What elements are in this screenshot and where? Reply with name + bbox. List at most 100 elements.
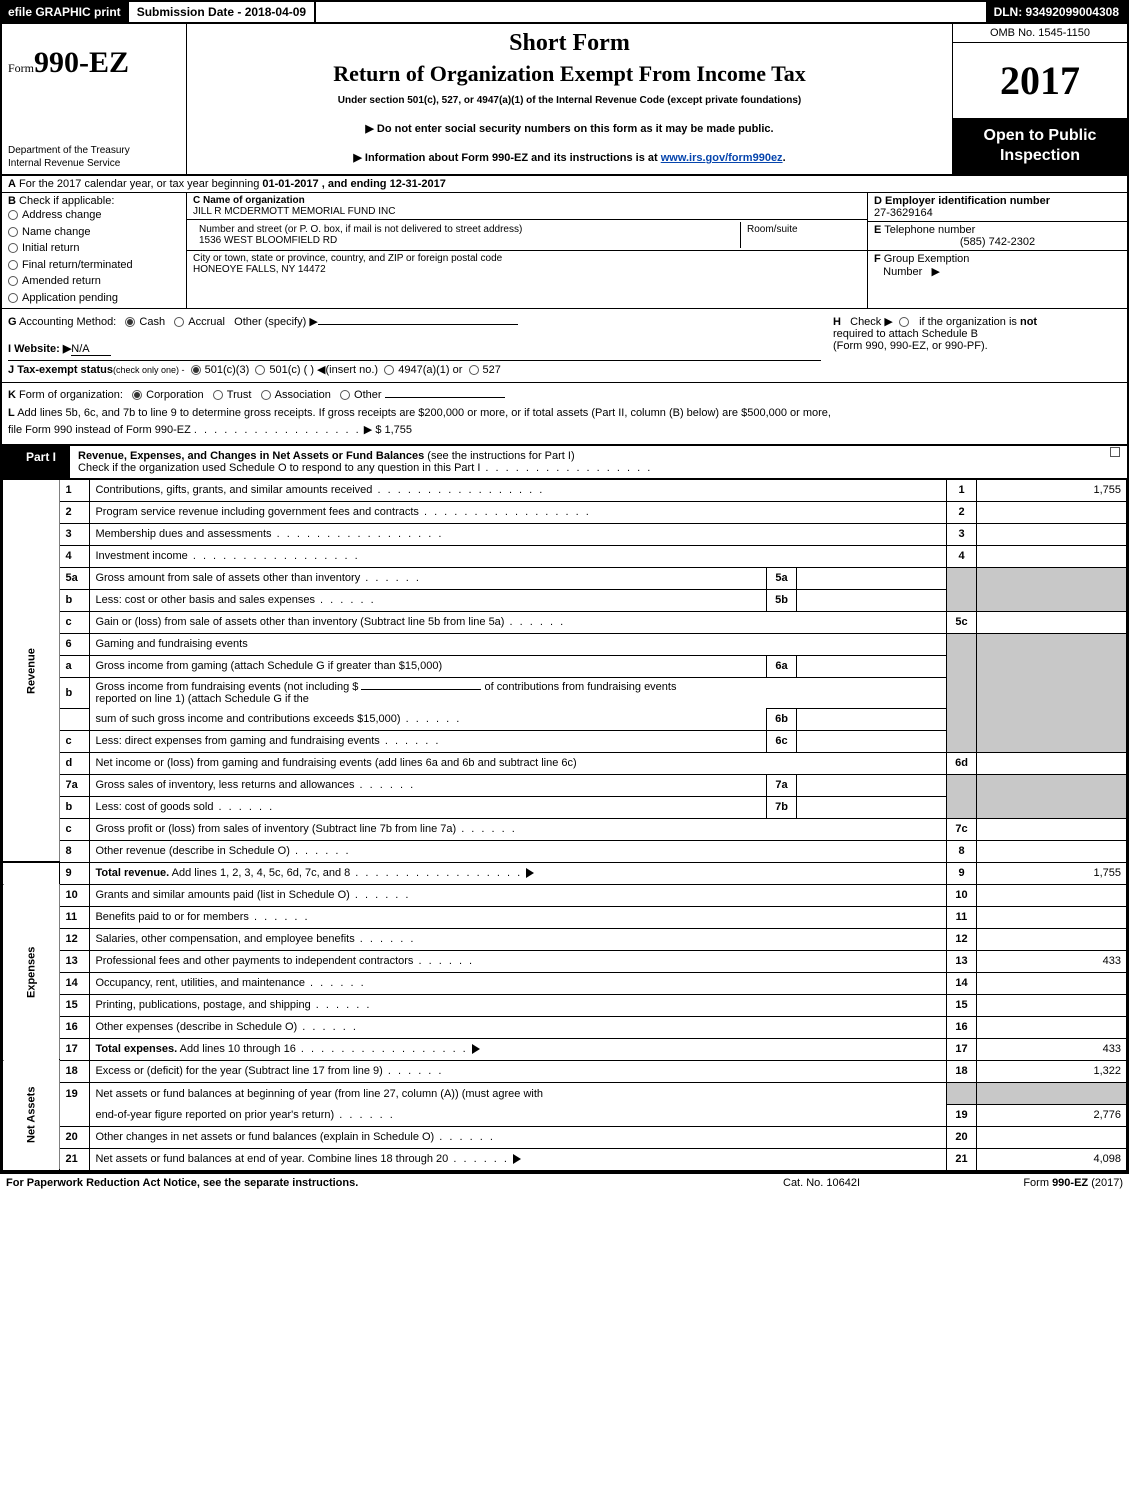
g-cash: Cash bbox=[139, 316, 165, 328]
desc-bold: Total expenses. bbox=[95, 1043, 177, 1055]
k-trust: Trust bbox=[227, 389, 252, 401]
lineno: b bbox=[60, 589, 90, 611]
dots bbox=[350, 889, 411, 901]
dots bbox=[290, 845, 351, 857]
ein-value: 27-3629164 bbox=[874, 207, 933, 219]
dots bbox=[434, 1131, 495, 1143]
boxno: 12 bbox=[947, 928, 977, 950]
chk-initial-return[interactable]: Initial return bbox=[8, 240, 180, 257]
radio-527-icon[interactable] bbox=[469, 365, 479, 375]
lineno: c bbox=[60, 611, 90, 633]
chk-address-change[interactable]: Address change bbox=[8, 207, 180, 224]
letter-f: F bbox=[874, 253, 881, 265]
letter-k: K bbox=[8, 389, 16, 401]
boxno: 13 bbox=[947, 950, 977, 972]
grp-number-label: Number bbox=[883, 266, 922, 278]
j-501c3: 501(c)(3) bbox=[205, 364, 250, 376]
return-title: Return of Organization Exempt From Incom… bbox=[197, 61, 942, 87]
letter-h: H bbox=[833, 316, 841, 328]
section-b: B Check if applicable: Address change Na… bbox=[2, 193, 187, 308]
chk-final-return[interactable]: Final return/terminated bbox=[8, 257, 180, 274]
section-i: I Website: ▶N/A bbox=[8, 342, 821, 356]
radio-corp-icon[interactable] bbox=[132, 390, 142, 400]
sublineno: 5a bbox=[767, 567, 797, 589]
boxno: 19 bbox=[947, 1104, 977, 1126]
radio-h-icon[interactable] bbox=[899, 317, 909, 327]
subval bbox=[797, 655, 947, 677]
grey-cell bbox=[947, 567, 977, 611]
desc: Membership dues and assessments bbox=[90, 523, 947, 545]
dots bbox=[448, 1153, 509, 1165]
radio-501c3-icon[interactable] bbox=[191, 365, 201, 375]
dots bbox=[272, 528, 444, 540]
radio-501c-icon[interactable] bbox=[255, 365, 265, 375]
value bbox=[977, 840, 1127, 862]
line-5a: 5a Gross amount from sale of assets othe… bbox=[3, 567, 1127, 589]
sublineno: 7a bbox=[767, 774, 797, 796]
desc-text: Gross sales of inventory, less returns a… bbox=[95, 779, 354, 791]
desc-text: Other expenses (describe in Schedule O) bbox=[95, 1021, 297, 1033]
boxno: 21 bbox=[947, 1148, 977, 1170]
chk-application-pending[interactable]: Application pending bbox=[8, 290, 180, 307]
radio-cash-icon[interactable] bbox=[125, 317, 135, 327]
chk-name-change[interactable]: Name change bbox=[8, 224, 180, 241]
efile-badge: efile GRAPHIC print bbox=[2, 2, 127, 22]
sublineno: 7b bbox=[767, 796, 797, 818]
line-10: Expenses 10 Grants and similar amounts p… bbox=[3, 884, 1127, 906]
chk-amended-return[interactable]: Amended return bbox=[8, 273, 180, 290]
k-other-blank[interactable] bbox=[385, 397, 505, 398]
value: 1,322 bbox=[977, 1060, 1127, 1082]
arrow-line-1: ▶ Do not enter social security numbers o… bbox=[197, 122, 942, 135]
desc: Total expenses. Add lines 10 through 16 bbox=[90, 1038, 947, 1060]
header-right: OMB No. 1545-1150 2017 Open to Public In… bbox=[952, 24, 1127, 174]
part1-header: Part I Revenue, Expenses, and Changes in… bbox=[2, 446, 1127, 479]
letter-j: J bbox=[8, 364, 14, 376]
part1-checkbox[interactable] bbox=[1107, 446, 1127, 478]
line-6d: d Net income or (loss) from gaming and f… bbox=[3, 752, 1127, 774]
radio-accrual-icon[interactable] bbox=[174, 317, 184, 327]
line-7a: 7a Gross sales of inventory, less return… bbox=[3, 774, 1127, 796]
h-text2: if the organization is bbox=[919, 316, 1017, 328]
desc: Less: cost of goods sold bbox=[90, 796, 767, 818]
letter-g: G bbox=[8, 316, 17, 328]
c-street-lbl: Number and street (or P. O. box, if mail… bbox=[199, 224, 522, 235]
radio-4947-icon[interactable] bbox=[384, 365, 394, 375]
irs-link[interactable]: www.irs.gov/form990ez bbox=[661, 152, 783, 164]
desc-text: Program service revenue including govern… bbox=[95, 506, 418, 518]
letter-l: L bbox=[8, 407, 15, 419]
radio-assoc-icon[interactable] bbox=[261, 390, 271, 400]
blank[interactable] bbox=[361, 689, 481, 690]
value bbox=[977, 611, 1127, 633]
desc-text: Grants and similar amounts paid (list in… bbox=[95, 889, 349, 901]
k-other: Other bbox=[354, 389, 382, 401]
desc: Salaries, other compensation, and employ… bbox=[90, 928, 947, 950]
g-other-blank[interactable] bbox=[318, 324, 518, 325]
arrow-line-2: ▶ Information about Form 990-EZ and its … bbox=[197, 151, 942, 164]
sublineno: 6b bbox=[767, 708, 797, 730]
value bbox=[977, 501, 1127, 523]
g-accrual: Accrual bbox=[188, 316, 225, 328]
lineno: 17 bbox=[60, 1038, 90, 1060]
radio-other-icon[interactable] bbox=[340, 390, 350, 400]
desc-text: Add lines 1, 2, 3, 4, 5c, 6d, 7c, and 8 bbox=[169, 867, 350, 879]
lineno: 10 bbox=[60, 884, 90, 906]
desc-text: Other changes in net assets or fund bala… bbox=[95, 1131, 434, 1143]
h-text3: required to attach Schedule B bbox=[833, 328, 978, 340]
desc: Gross income from fundraising events (no… bbox=[90, 677, 947, 708]
ghij-block: G Accounting Method: Cash Accrual Other … bbox=[2, 309, 1127, 383]
dots bbox=[360, 572, 421, 584]
value bbox=[977, 1126, 1127, 1148]
radio-icon bbox=[8, 276, 18, 286]
subval bbox=[797, 774, 947, 796]
l-text2: file Form 990 instead of Form 990-EZ bbox=[8, 424, 191, 436]
lineno: 7a bbox=[60, 774, 90, 796]
c-name: C Name of organization JILL R MCDERMOTT … bbox=[187, 193, 867, 220]
dots bbox=[380, 735, 441, 747]
lineno: c bbox=[60, 730, 90, 752]
dots bbox=[315, 594, 376, 606]
lineno: 1 bbox=[60, 479, 90, 501]
value bbox=[977, 545, 1127, 567]
dln-badge: DLN: 93492099004308 bbox=[986, 2, 1127, 22]
radio-trust-icon[interactable] bbox=[213, 390, 223, 400]
omb-number: OMB No. 1545-1150 bbox=[953, 24, 1127, 43]
